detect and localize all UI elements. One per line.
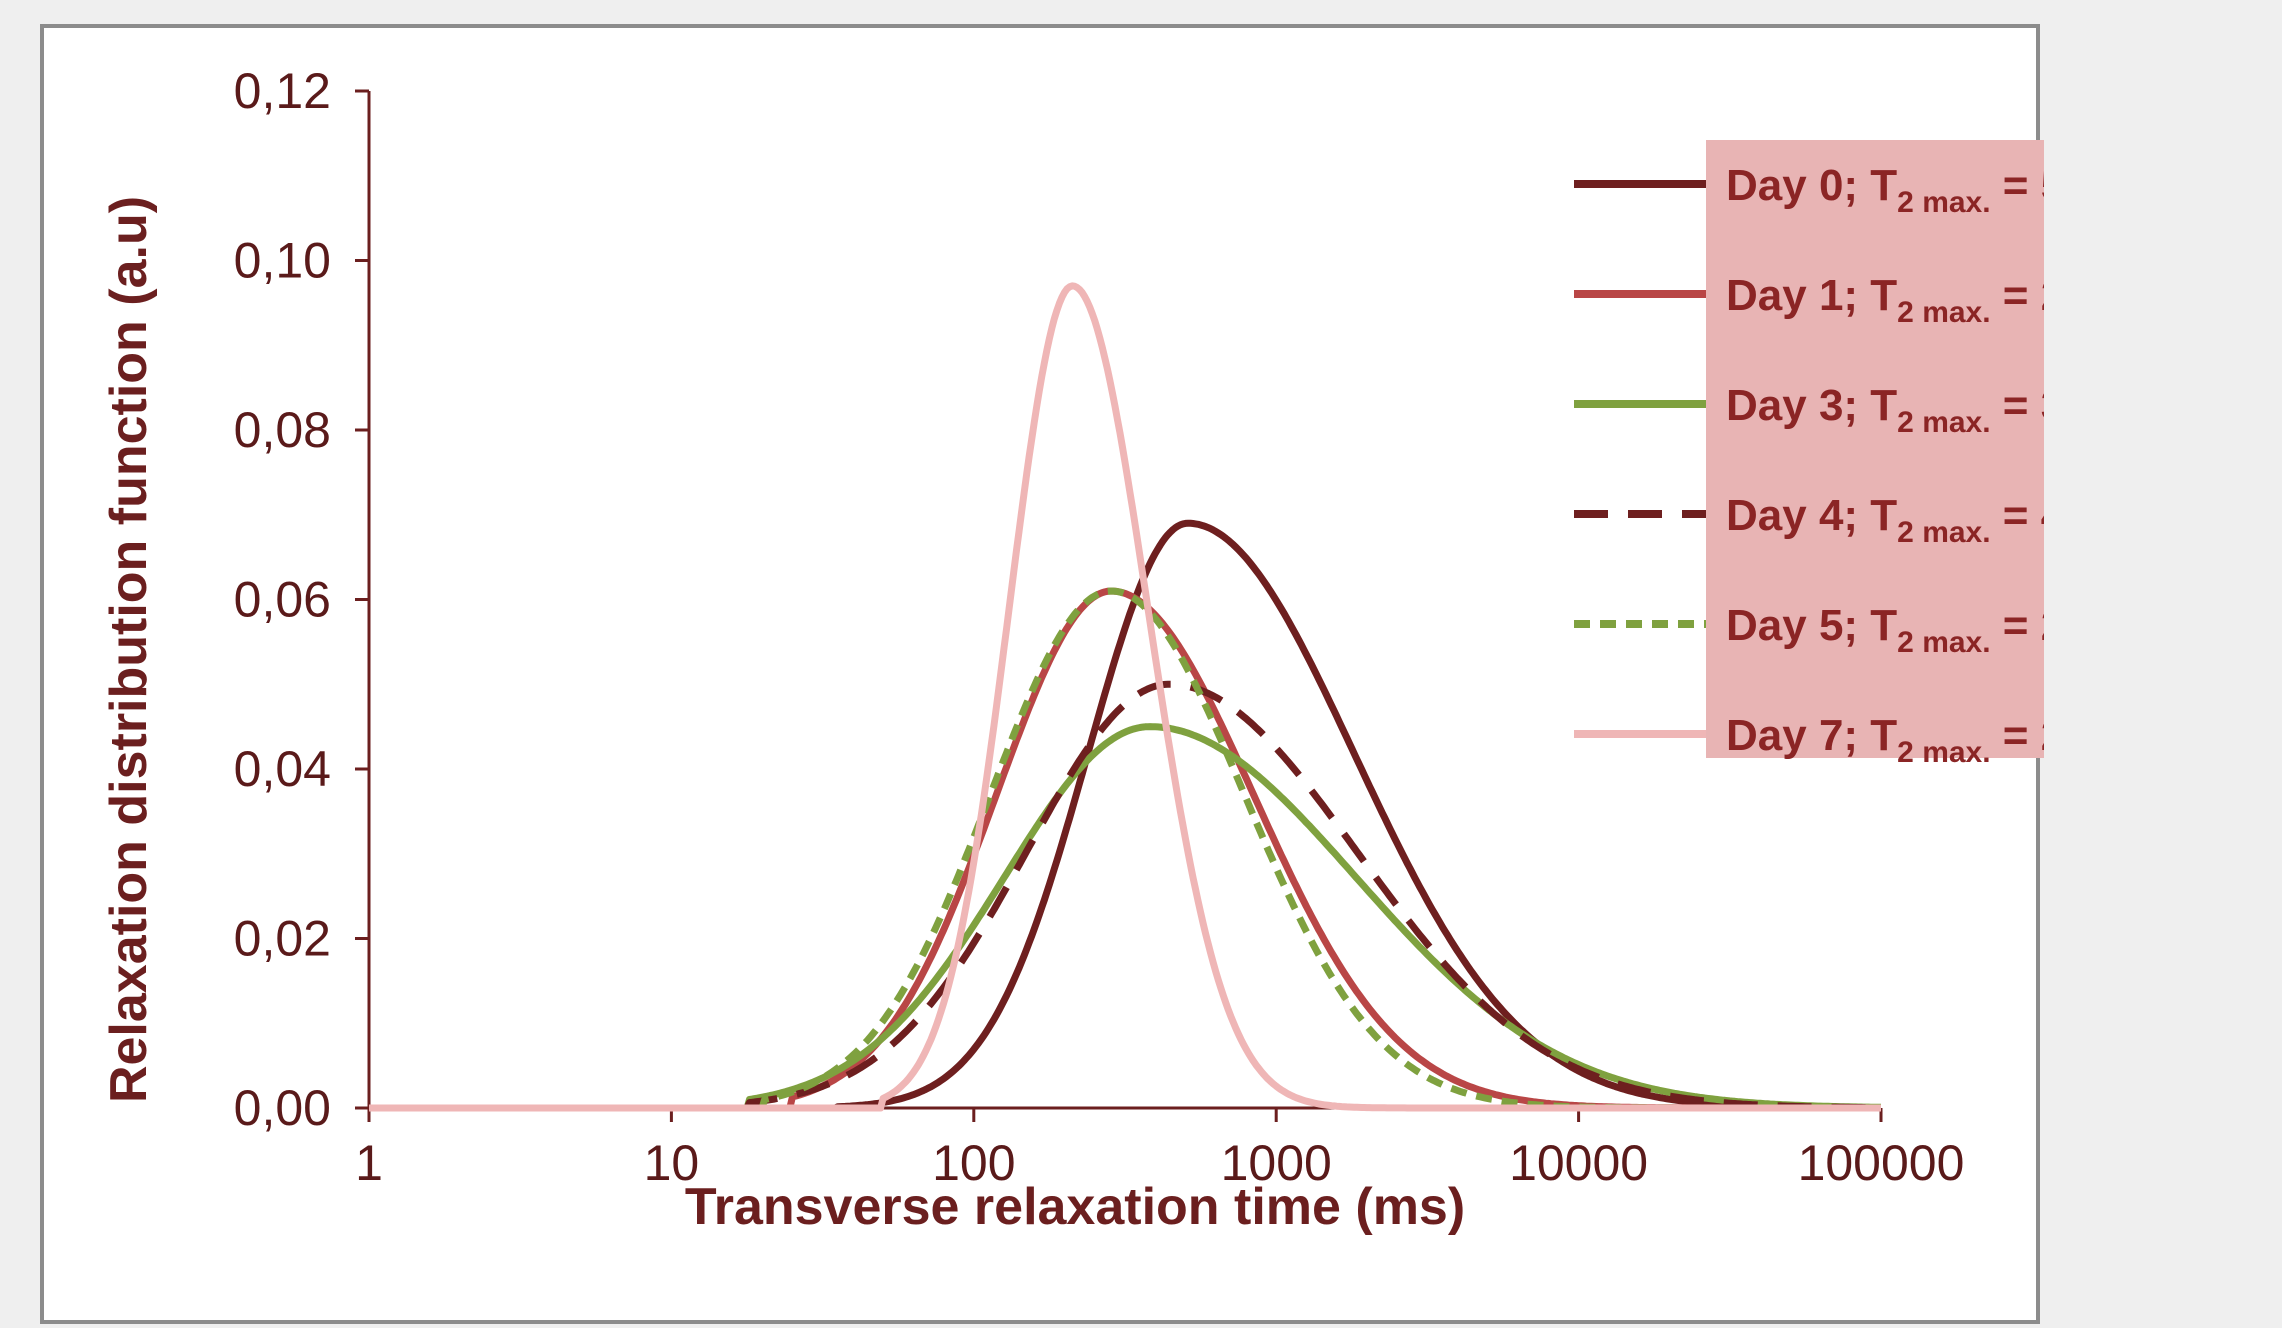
legend-label-5: Day 7; T2 max. = 212 ms [1726, 711, 2044, 769]
x-axis-title: Transverse relaxation time (ms) [685, 1178, 1465, 1236]
legend-label-4: Day 5; T2 max. = 285 ms [1726, 601, 2044, 659]
x-tick-label: 100 [932, 1135, 1015, 1191]
series-line-2 [368, 723, 1882, 1112]
x-tick-label: 1 [355, 1135, 383, 1191]
series-line-0 [368, 519, 1882, 1112]
x-tick-label: 10 [644, 1135, 700, 1191]
y-axis-title: Relaxation distribution function (a.u) [100, 196, 158, 1103]
y-tick-label: 0,10 [234, 233, 331, 289]
y-tick-label: 0,02 [234, 911, 331, 967]
y-tick-label: 0,06 [234, 572, 331, 628]
chart-frame: 0,00 0,02 0,04 0,06 0,08 0,10 0,12 1 10 100 1000 10… [40, 24, 2044, 1324]
series-line-3 [368, 680, 1882, 1112]
series-line-4 [368, 587, 1882, 1112]
legend-label-3: Day 4; T2 max. = 442 ms [1726, 491, 2044, 549]
x-tick-label: 10000 [1509, 1135, 1648, 1191]
legend-box [1706, 140, 2044, 758]
x-tick-label: 1000 [1221, 1135, 1332, 1191]
x-tick-label: 100000 [1798, 1135, 1965, 1191]
legend-label-1: Day 1; T2 max. = 285 ms [1726, 271, 2044, 329]
series-line-5 [368, 282, 1882, 1112]
y-tick-label: 0,12 [234, 63, 331, 119]
y-tick-label: 0,04 [234, 741, 331, 797]
legend-label-2: Day 3; T2 max. = 382 ms [1726, 381, 2044, 439]
y-tick-label: 0,00 [234, 1080, 331, 1136]
y-tick-label: 0,08 [234, 402, 331, 458]
relaxation-chart: 0,00 0,02 0,04 0,06 0,08 0,10 0,12 1 10 100 1000 10… [100, 63, 2044, 1236]
legend-label-0: Day 0; T2 max. = 510 ms [1726, 161, 2044, 219]
series-line-1 [368, 587, 1882, 1112]
